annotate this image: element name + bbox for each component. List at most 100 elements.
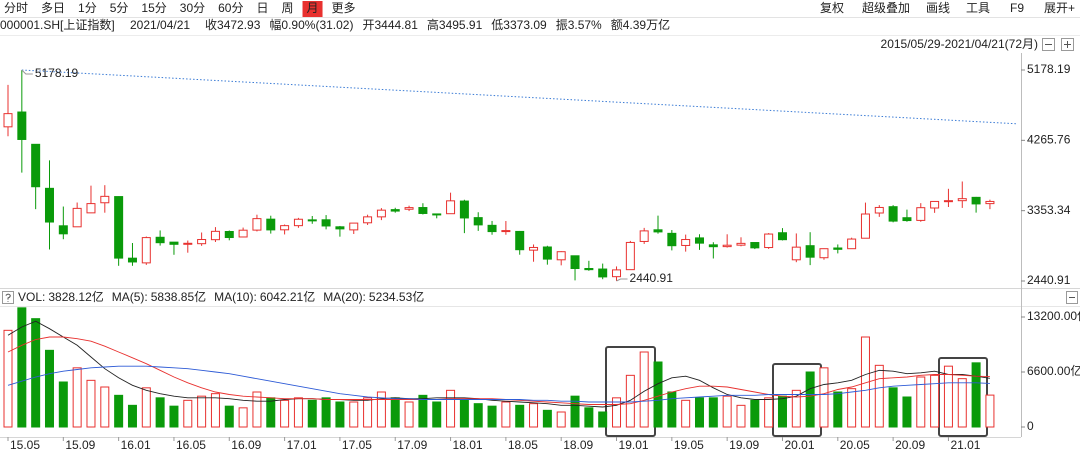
trend-line (21, 69, 1018, 125)
timeframe-tab[interactable]: 月 (307, 1, 319, 15)
quote-date: 2021/04/21 (130, 18, 190, 32)
x-tick-label: 19.01 (619, 438, 649, 452)
candle-body (17, 111, 27, 140)
volume-bar (210, 393, 220, 428)
candle-body (473, 217, 483, 226)
candle-body (335, 226, 345, 230)
max-pointer (21, 69, 33, 75)
timeframe-tab[interactable]: 15分 (141, 1, 166, 15)
toolbar-tool[interactable]: 超级叠加 (862, 0, 910, 15)
candle-body (542, 246, 552, 260)
candle-body (169, 241, 179, 245)
toolbar-tool: 复权 (820, 1, 844, 15)
timeframe-tab[interactable]: 周 (282, 1, 294, 15)
volume-ma-line (7, 336, 990, 405)
x-tick-label: 17.05 (342, 438, 372, 452)
candle-body (985, 200, 995, 205)
candle-body (266, 218, 276, 231)
quote-value: 3472.93 (217, 18, 261, 32)
candle-body (819, 248, 829, 259)
active-tab-bg (302, 1, 323, 17)
toolbar-tool[interactable]: 画线 (926, 1, 950, 15)
quote-value: 3495.91 (439, 18, 483, 32)
volume-bar (584, 407, 594, 428)
min-pointer (616, 278, 628, 282)
x-tick-label: 15.09 (65, 438, 95, 452)
volume-bar (58, 381, 68, 428)
candle-body (293, 218, 303, 227)
candle-body (446, 200, 456, 215)
candle-body (695, 237, 704, 244)
candle-body (280, 225, 290, 231)
candle-body (791, 246, 801, 261)
volume-bar (708, 397, 718, 428)
zoom-out-button[interactable] (1042, 38, 1055, 51)
toolbar-tool[interactable]: 展开+ (1044, 1, 1075, 15)
volume-bar (874, 364, 884, 428)
timeframe-tab[interactable]: 5分 (110, 1, 129, 15)
timeframe-tab[interactable]: 60分 (218, 1, 243, 15)
candle-body (155, 236, 165, 244)
x-tick-label: 21.01 (950, 438, 980, 452)
volume-bar (238, 407, 248, 428)
candle-body (612, 269, 622, 278)
y-tick-label: 2440.91 (1027, 273, 1071, 287)
volume-bar (612, 397, 622, 428)
timeframe-tab[interactable]: 30分 (180, 1, 205, 15)
candle-body (584, 268, 594, 271)
candle-body (349, 222, 359, 231)
toolbar-tool[interactable]: 工具 (966, 1, 990, 15)
legend-name: MA(5): (112, 290, 148, 304)
volume-bar (957, 378, 967, 428)
volume-bar (349, 401, 359, 428)
volume-bar (280, 399, 290, 428)
timeframe-tab[interactable]: 1分 (78, 1, 97, 15)
toolbar-tool[interactable]: F9 (1010, 1, 1024, 15)
help-button[interactable] (2, 291, 14, 304)
y-tick-label: 13200.00亿 (1027, 308, 1080, 323)
candle-body (100, 195, 110, 204)
quote-label: 收 (205, 18, 217, 32)
volume-bar (197, 395, 207, 428)
candle-body (902, 217, 912, 222)
volume-bar (542, 409, 552, 428)
volume-bar (155, 397, 165, 428)
volume-bar (764, 397, 774, 428)
candle-body (224, 231, 234, 239)
candle-body (197, 239, 207, 245)
x-tick-label: 20.01 (784, 438, 814, 452)
candle-body (307, 219, 317, 222)
timeframe-tab[interactable]: 日 (256, 1, 268, 15)
volume-bar (722, 395, 732, 428)
max-annotation: 5178.19 (35, 66, 79, 80)
candle-body (957, 198, 967, 202)
quote-label: 开 (362, 18, 374, 32)
timeframe-tab[interactable]: 多日 (41, 1, 65, 15)
x-tick-label: 16.01 (121, 438, 151, 452)
x-tick-label: 19.09 (729, 438, 759, 452)
candle-body (874, 206, 884, 214)
volume-bar (17, 307, 27, 428)
x-tick-label: 16.05 (176, 438, 206, 452)
volume-bar (446, 389, 456, 428)
candle-body (515, 230, 525, 251)
timeframe-tab[interactable]: 更多 (332, 1, 356, 15)
volume-bar (985, 394, 995, 428)
candle-body (501, 230, 511, 233)
candle-body (888, 206, 898, 222)
collapse-button[interactable] (1066, 291, 1078, 304)
volume-bar (681, 399, 691, 428)
date-range: 2015/05/29-2021/04/21(72月) (881, 37, 1038, 51)
quote-value: 3373.09 (503, 18, 547, 32)
volume-bar (695, 397, 704, 428)
volume-bar (376, 391, 386, 428)
volume-ma-line (7, 365, 990, 403)
candle-body (653, 229, 663, 233)
legend-name: MA(10): (214, 290, 257, 304)
zoom-in-button[interactable] (1061, 38, 1074, 51)
quote-value: 3444.81 (374, 18, 418, 32)
candle-body (3, 113, 13, 128)
volume-bar (487, 405, 497, 428)
timeframe-tab[interactable]: 分时 (4, 1, 28, 15)
